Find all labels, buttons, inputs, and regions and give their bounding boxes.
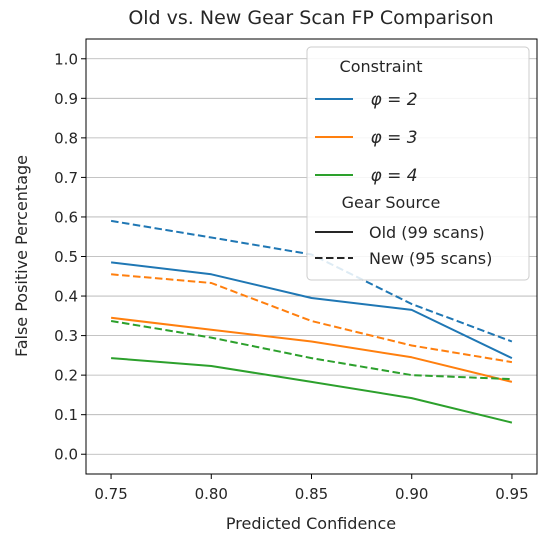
legend-title-source: Gear Source <box>342 193 441 212</box>
series-line <box>110 320 512 381</box>
legend-title-constraint: Constraint <box>340 57 423 76</box>
y-tick-label: 0.5 <box>54 248 78 266</box>
x-tick-label: 0.80 <box>195 485 228 503</box>
series-line <box>110 261 513 360</box>
legend-label: New (95 scans) <box>369 249 492 268</box>
y-axis: 0.0 0.1 0.2 0.3 0.4 0.5 0.6 0.7 0.8 0.9 1.0 <box>54 50 86 464</box>
chart-title: Old vs. New Gear Scan FP Comparison <box>128 7 493 29</box>
series-line <box>111 273 513 364</box>
y-tick-label: 1.0 <box>54 50 78 68</box>
y-tick-label: 0.6 <box>54 208 78 226</box>
y-tick-label: 0.4 <box>54 288 78 306</box>
legend-box <box>306 46 530 281</box>
x-tick-label: 0.95 <box>495 485 528 503</box>
legend-label: Old (99 scans) <box>369 223 485 242</box>
x-tick-label: 0.75 <box>94 485 127 503</box>
x-axis-label: Predicted Confidence <box>226 514 396 533</box>
series-line <box>110 316 513 383</box>
y-tick-label: 0.1 <box>54 406 78 424</box>
x-tick-label: 0.90 <box>395 485 428 503</box>
legend: Constraint φ = 2 φ = 3 φ = 4 Gear Source O… <box>306 46 530 281</box>
y-tick-label: 0.3 <box>54 327 78 345</box>
legend-label: φ = 3 <box>370 128 417 148</box>
y-tick-label: 0.8 <box>54 129 78 147</box>
legend-label: φ = 2 <box>370 90 417 110</box>
y-axis-label: False Positive Percentage <box>12 155 31 357</box>
series-line <box>111 357 513 424</box>
legend-source-entries: Old (99 scans) New (95 scans) <box>315 223 492 268</box>
legend-label: φ = 4 <box>370 166 417 186</box>
legend-constraint-entries: φ = 2 φ = 3 φ = 4 <box>315 90 418 186</box>
x-axis: 0.75 0.80 0.85 0.90 0.95 <box>94 474 529 503</box>
y-tick-label: 0.0 <box>54 446 78 464</box>
y-tick-label: 0.2 <box>54 367 78 385</box>
y-tick-label: 0.9 <box>54 90 78 108</box>
x-tick-label: 0.85 <box>295 485 328 503</box>
y-tick-label: 0.7 <box>54 169 78 187</box>
